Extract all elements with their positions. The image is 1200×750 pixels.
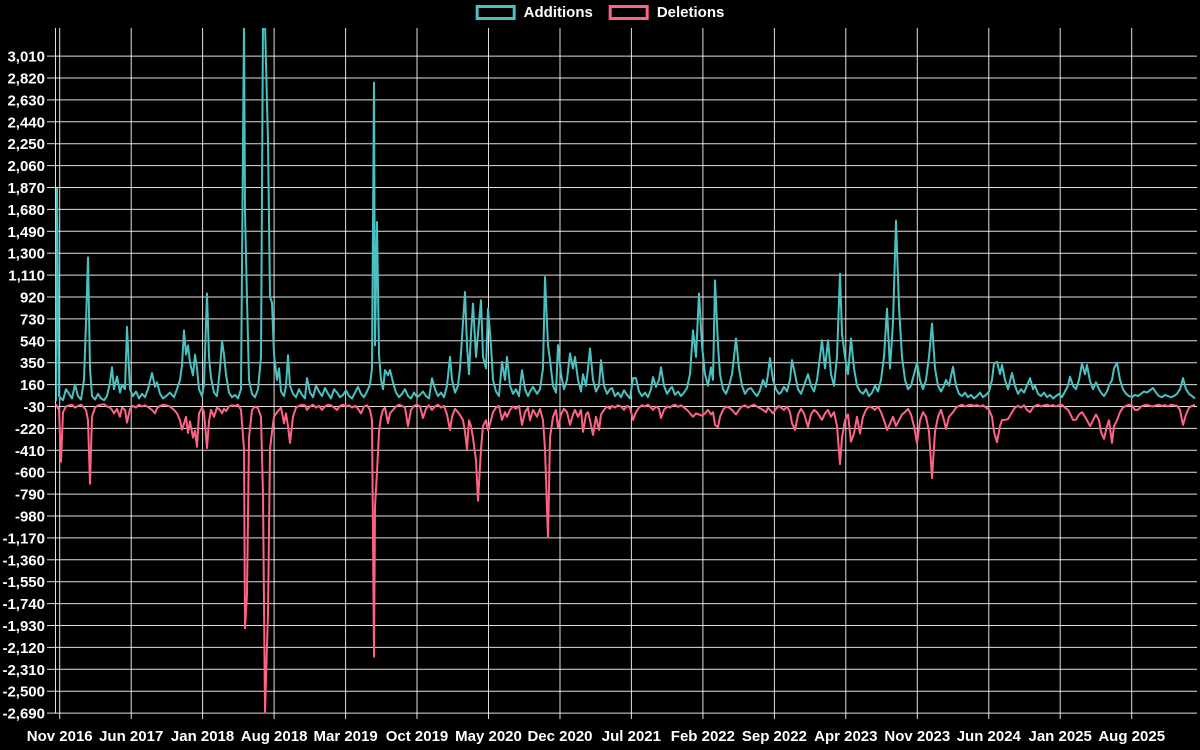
y-tick-label: -790	[15, 487, 45, 504]
x-tick-label: Jun 2024	[957, 728, 1022, 745]
x-tick-label: Sep 2022	[742, 728, 807, 745]
y-tick-label: -410	[15, 443, 45, 460]
deletions-legend-swatch-icon	[608, 5, 649, 20]
y-tick-label: -2,120	[2, 640, 45, 657]
y-tick-label: 2,250	[7, 136, 45, 153]
y-tick-label: 1,870	[7, 180, 45, 197]
y-tick-label: -2,310	[2, 662, 45, 679]
y-tick-label: 1,680	[7, 202, 45, 219]
x-tick-label: Apr 2023	[814, 728, 877, 745]
deletions-legend-label: Deletions	[656, 4, 725, 21]
y-tick-label: 730	[20, 311, 45, 328]
y-tick-label: 920	[20, 290, 45, 307]
y-tick-label: 1,300	[7, 246, 45, 263]
deletions-line[interactable]	[55, 403, 1196, 714]
y-tick-label: 2,630	[7, 92, 45, 109]
x-tick-label: Aug 2018	[241, 728, 308, 745]
y-tick-label: -1,550	[2, 574, 45, 591]
y-tick-label: -30	[23, 399, 45, 416]
y-tick-label: -980	[15, 509, 45, 526]
x-tick-label: Feb 2022	[671, 728, 735, 745]
y-tick-label: -1,170	[2, 530, 45, 547]
chart-legend: Additions Deletions	[475, 4, 725, 21]
y-tick-label: 2,440	[7, 114, 45, 131]
y-tick-label: -1,930	[2, 618, 45, 635]
y-tick-label: -600	[15, 465, 45, 482]
y-tick-label: 3,010	[7, 49, 45, 66]
y-tick-label: -1,740	[2, 596, 45, 613]
x-tick-label: Oct 2019	[386, 728, 449, 745]
x-tick-label: Mar 2019	[313, 728, 377, 745]
additions-legend-label: Additions	[523, 4, 593, 21]
y-tick-label: -1,360	[2, 552, 45, 569]
y-tick-label: 2,060	[7, 158, 45, 175]
x-tick-label: Jan 2018	[171, 728, 234, 745]
y-tick-label: -2,500	[2, 684, 45, 701]
x-tick-label: Nov 2016	[27, 728, 93, 745]
y-tick-label: 1,490	[7, 224, 45, 241]
y-tick-label: -220	[15, 421, 45, 438]
additions-legend-swatch-icon	[475, 5, 516, 20]
legend-item-deletions[interactable]: Deletions	[608, 4, 725, 21]
y-tick-label: 1,110	[8, 268, 45, 285]
x-tick-label: Nov 2023	[884, 728, 950, 745]
y-tick-label: 160	[20, 377, 45, 394]
y-tick-label: 540	[20, 333, 45, 350]
x-tick-label: Jan 2025	[1029, 728, 1092, 745]
x-tick-label: Jun 2017	[99, 728, 163, 745]
x-tick-label: May 2020	[455, 728, 522, 745]
x-axis: Nov 2016 Jun 2017 Jan 2018 Aug 2018 Mar 2019…	[27, 728, 1165, 745]
x-tick-label: Aug 2025	[1098, 728, 1165, 745]
y-tick-label: -2,690	[2, 706, 45, 723]
x-tick-label: Jul 2021	[602, 728, 661, 745]
y-tick-label: 2,820	[7, 71, 45, 88]
legend-item-additions[interactable]: Additions	[475, 4, 593, 21]
y-tick-label: 350	[20, 355, 45, 372]
x-tick-label: Dec 2020	[527, 728, 592, 745]
additions-line[interactable]	[55, 23, 1196, 402]
